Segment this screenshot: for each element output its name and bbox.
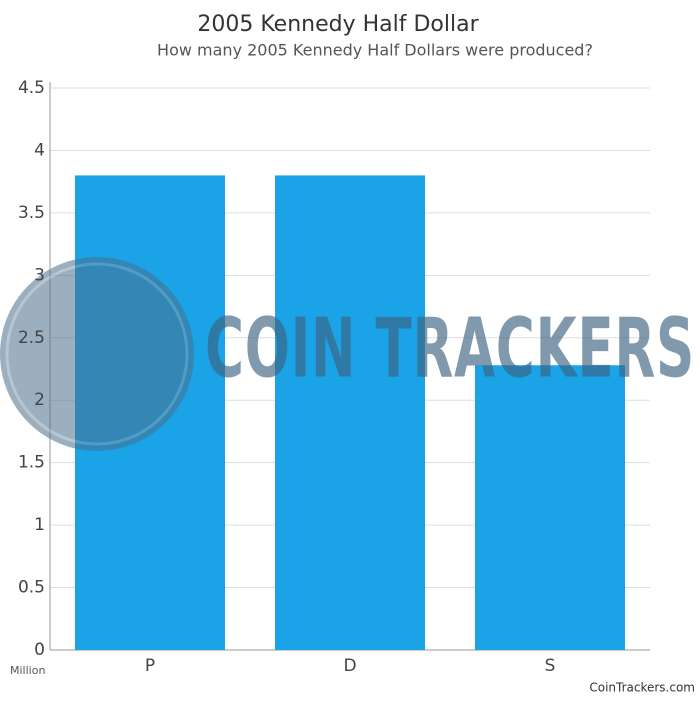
x-tick-label: D bbox=[343, 656, 356, 676]
y-tick-label: 4.5 bbox=[18, 78, 45, 98]
y-tick-label: 2.5 bbox=[18, 328, 45, 348]
x-tick-label: P bbox=[145, 656, 155, 676]
watermark-logo bbox=[0, 257, 194, 451]
y-tick-label: 1 bbox=[34, 515, 45, 535]
bar bbox=[275, 175, 425, 650]
chart-subtitle: How many 2005 Kennedy Half Dollars were … bbox=[157, 41, 593, 60]
y-tick-label: 4 bbox=[34, 140, 45, 160]
y-tick-label: 0.5 bbox=[18, 578, 45, 598]
chart-title: 2005 Kennedy Half Dollar bbox=[197, 12, 479, 37]
watermark: COIN TRACKERS bbox=[205, 301, 695, 396]
bars bbox=[75, 175, 625, 650]
y-tick-label: 3 bbox=[34, 265, 45, 285]
y-tick-label: 1.5 bbox=[18, 453, 45, 473]
y-tick-label: 2 bbox=[34, 390, 45, 410]
y-unit: Million bbox=[10, 664, 45, 677]
y-tick-label: 3.5 bbox=[18, 203, 45, 223]
credit: CoinTrackers.com bbox=[589, 681, 695, 695]
x-tick-label: S bbox=[545, 656, 556, 676]
y-tick-label: 0 bbox=[34, 640, 45, 660]
bar bbox=[475, 365, 625, 650]
